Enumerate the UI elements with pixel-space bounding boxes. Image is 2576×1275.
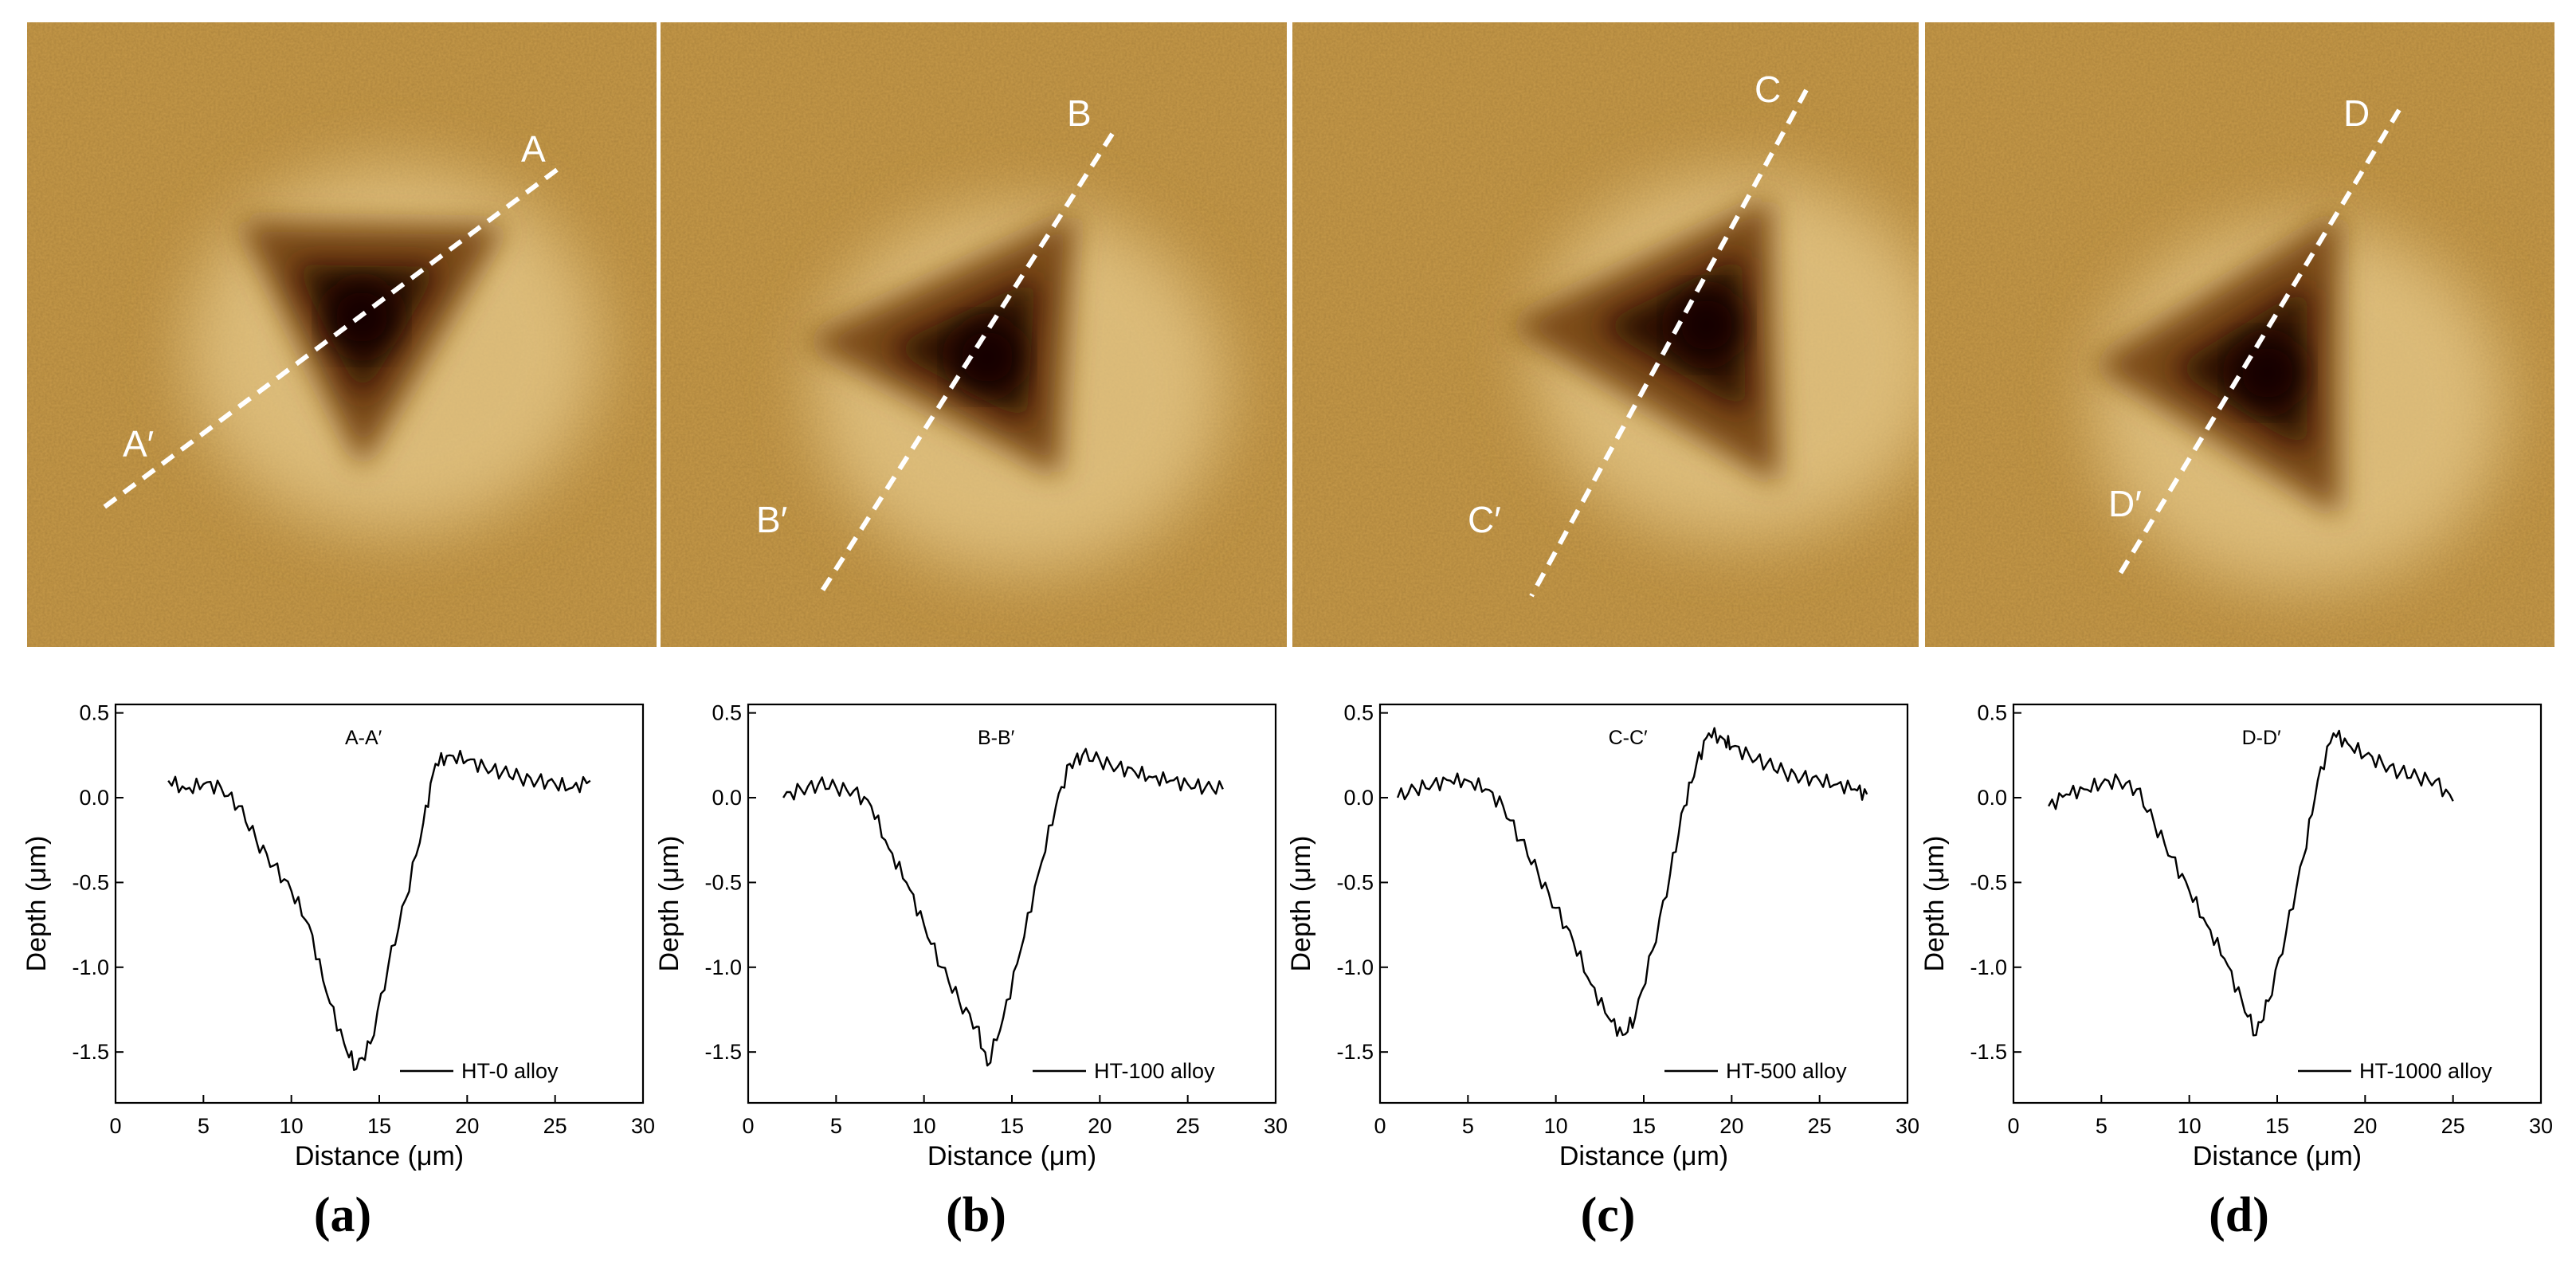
profile-title: C-C′: [1609, 727, 1648, 749]
y-tick-label: 0.0: [1343, 786, 1374, 810]
x-tick-label: 30: [1264, 1114, 1288, 1138]
x-tick-label: 30: [631, 1114, 655, 1138]
profile-chart-d: 0 5 10 15 20 25 30 -1.5 -1.0 -0.5 0.0 0.5 Distance (…: [1919, 701, 2553, 1171]
profile-title: D-D′: [2242, 727, 2281, 749]
y-axis-label: Depth (μm): [1286, 836, 1316, 972]
x-tick-label: 0: [742, 1114, 754, 1138]
x-tick-label: 20: [455, 1114, 479, 1138]
x-tick-label: 20: [2353, 1114, 2377, 1138]
plot-frame: [1378, 703, 1909, 1104]
x-tick-label: 30: [1896, 1114, 1919, 1138]
x-tick-label: 5: [1462, 1114, 1474, 1138]
panel-letter-b: (b): [946, 1188, 1006, 1242]
x-tick-label: 10: [912, 1114, 936, 1138]
x-tick-label: 15: [367, 1114, 391, 1138]
x-tick-label: 10: [1544, 1114, 1568, 1138]
legend-label: HT-0 alloy: [461, 1059, 559, 1083]
y-tick-label: -0.5: [1970, 870, 2007, 894]
line-label-start: D: [2343, 92, 2370, 134]
y-tick-label: -0.5: [704, 870, 742, 894]
x-tick-label: 0: [109, 1114, 121, 1138]
x-tick-label: 30: [2529, 1114, 2553, 1138]
x-tick-label: 20: [1088, 1114, 1112, 1138]
y-tick-label: -1.0: [1970, 955, 2007, 979]
plot-frame: [114, 703, 645, 1104]
profile-chart-b: 0 5 10 15 20 25 30 -1.5 -1.0 -0.5 0.0 0.5 Distance (…: [654, 701, 1288, 1171]
profile-line: [2114, 108, 2402, 582]
x-axis-label: Distance (μm): [927, 1141, 1096, 1171]
profile-series-line: [782, 747, 1224, 1067]
panel-letter-c: (c): [1581, 1188, 1636, 1242]
y-tick-label: 0.0: [1977, 786, 2007, 810]
y-tick-label: -1.0: [704, 955, 742, 979]
legend-label: HT-1000 alloy: [2359, 1059, 2492, 1083]
x-tick-label: 25: [1176, 1114, 1200, 1138]
y-axis-label: Depth (μm): [1919, 836, 1950, 972]
x-tick-label: 10: [280, 1114, 304, 1138]
plot-frame: [747, 703, 1277, 1104]
x-tick-label: 0: [2007, 1114, 2019, 1138]
x-tick-label: 15: [1632, 1114, 1656, 1138]
y-tick-label: -1.0: [1336, 955, 1374, 979]
x-tick-label: 25: [543, 1114, 567, 1138]
y-tick-label: -1.0: [72, 955, 109, 979]
indent-tip: [1671, 289, 1743, 361]
line-label-end: C′: [1468, 499, 1501, 540]
y-tick-label: 0.0: [79, 786, 109, 810]
profile-title: B-B′: [978, 727, 1015, 749]
y-tick-label: 0.5: [1977, 701, 2007, 725]
profile-title: A-A′: [345, 727, 382, 749]
profile-series-line: [167, 750, 591, 1071]
y-tick-label: 0.5: [712, 701, 742, 725]
profile-chart-a: 0 5 10 15 20 25 30 -1.5 -1.0 -0.5 0.0 0.5 Distance (…: [22, 701, 655, 1171]
line-label-start: A: [521, 128, 546, 170]
afm-scan-c: C C′: [1292, 22, 1919, 647]
x-tick-label: 15: [1000, 1114, 1024, 1138]
y-tick-label: -0.5: [1336, 870, 1374, 894]
y-tick-label: 0.5: [79, 701, 109, 725]
x-axis-label: Distance (μm): [1559, 1141, 1728, 1171]
x-tick-label: 10: [2178, 1114, 2202, 1138]
x-tick-label: 0: [1374, 1114, 1386, 1138]
x-tick-label: 20: [1719, 1114, 1743, 1138]
y-tick-label: -1.5: [1336, 1040, 1374, 1064]
panel-letter-d: (d): [2209, 1188, 2269, 1242]
y-axis-label: Depth (μm): [654, 836, 684, 972]
x-tick-label: 5: [2096, 1114, 2107, 1138]
profile-line: [1529, 88, 1809, 598]
afm-scan-d: D D′: [1925, 22, 2554, 647]
line-label-end: B′: [756, 499, 787, 540]
x-tick-label: 25: [2441, 1114, 2465, 1138]
y-tick-label: -1.5: [704, 1040, 742, 1064]
profile-series-line: [1396, 727, 1868, 1038]
profile-series-line: [2048, 729, 2454, 1037]
indent-tip: [951, 321, 1023, 393]
indent-tip: [2232, 337, 2304, 409]
legend-label: HT-500 alloy: [1726, 1059, 1847, 1083]
legend-label: HT-100 alloy: [1094, 1059, 1215, 1083]
x-tick-label: 5: [198, 1114, 210, 1138]
panel-letter-a: (a): [314, 1188, 371, 1242]
profile-chart-c: 0 5 10 15 20 25 30 -1.5 -1.0 -0.5 0.0 0.5 Distance (…: [1286, 701, 1919, 1171]
plot-frame: [2012, 703, 2543, 1104]
line-label-end: D′: [2108, 483, 2142, 524]
line-label-end: A′: [123, 423, 154, 465]
y-tick-label: 0.0: [712, 786, 742, 810]
afm-scan-b: B B′: [661, 22, 1287, 647]
x-tick-label: 25: [1808, 1114, 1832, 1138]
x-axis-label: Distance (μm): [2193, 1141, 2362, 1171]
x-axis-label: Distance (μm): [295, 1141, 464, 1171]
profile-line: [817, 132, 1115, 596]
afm-scan-a: A A′: [27, 22, 657, 647]
x-tick-label: 5: [830, 1114, 842, 1138]
y-axis-label: Depth (μm): [22, 836, 52, 972]
y-tick-label: -1.5: [1970, 1040, 2007, 1064]
y-tick-label: 0.5: [1343, 701, 1374, 725]
y-tick-label: -0.5: [72, 870, 109, 894]
y-tick-label: -1.5: [72, 1040, 109, 1064]
line-label-start: B: [1067, 92, 1092, 134]
x-tick-label: 15: [2265, 1114, 2289, 1138]
line-label-start: C: [1755, 69, 1781, 110]
